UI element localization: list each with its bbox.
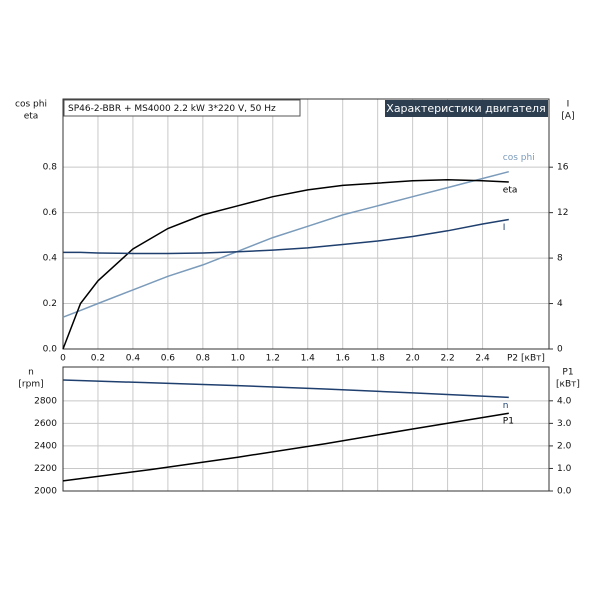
x-axis-label: P2 [кВт] xyxy=(507,354,545,364)
y-tick-label: 2400 xyxy=(34,441,57,451)
title-box xyxy=(63,99,301,117)
y2-tick-label: 0.0 xyxy=(557,487,572,497)
y2-tick-label: 1.0 xyxy=(557,464,572,474)
series-line xyxy=(62,178,509,350)
x-tick-label: 1.6 xyxy=(336,354,351,364)
plot-frame xyxy=(62,98,550,350)
y-tick-label: 2800 xyxy=(34,396,57,406)
series-line xyxy=(63,218,509,255)
x-tick-label: 2.4 xyxy=(475,354,490,364)
series-label: eta xyxy=(503,185,518,195)
x-tick-label: 2.2 xyxy=(440,354,454,364)
x-tick-label: 1.2 xyxy=(266,354,280,364)
series-label: P1 xyxy=(503,417,514,427)
plot-frame xyxy=(62,366,550,492)
x-tick-label: 0.2 xyxy=(91,354,105,364)
series-label: I xyxy=(503,223,506,233)
y-axis-label: cos phi xyxy=(15,100,47,110)
y-tick-label: 2000 xyxy=(34,487,57,497)
chart-title: SP46-2-BBR + MS4000 2.2 kW 3*220 V, 50 H… xyxy=(68,104,276,114)
y2-axis-label: I xyxy=(567,100,570,110)
y-axis-label: [rpm] xyxy=(18,380,43,390)
y-tick-label: 0.6 xyxy=(43,208,58,218)
y2-tick-label: 4 xyxy=(557,299,563,309)
y-tick-label: 0.8 xyxy=(43,163,58,173)
x-tick-label: 0 xyxy=(60,354,66,364)
y2-tick-label: 16 xyxy=(557,163,569,173)
y-tick-label: 0.4 xyxy=(43,254,58,264)
y-tick-label: 2600 xyxy=(34,419,57,429)
y2-tick-label: 3.0 xyxy=(557,419,572,429)
header: Характеристики двигателя xyxy=(386,102,545,115)
series-label: n xyxy=(503,401,509,411)
series-line xyxy=(62,412,509,482)
x-tick-label: 1.4 xyxy=(301,354,316,364)
y2-axis-label: P1 xyxy=(562,368,573,378)
x-tick-label: 0.4 xyxy=(126,354,141,364)
y-axis-label: eta xyxy=(24,112,39,122)
y2-tick-label: 4.0 xyxy=(557,396,572,406)
y-axis-label: n xyxy=(28,368,34,378)
series-line xyxy=(62,379,509,399)
series-label: cos phi xyxy=(503,153,535,163)
series-line xyxy=(62,170,509,318)
header-box xyxy=(385,100,548,117)
y2-tick-label: 0 xyxy=(557,345,563,355)
y2-tick-label: 8 xyxy=(557,254,563,264)
x-tick-label: 2.0 xyxy=(405,354,420,364)
x-tick-label: 1.8 xyxy=(371,354,386,364)
y2-axis-label: [кВт] xyxy=(556,380,580,390)
y2-tick-label: 12 xyxy=(557,208,568,218)
x-tick-label: 1.0 xyxy=(231,354,246,364)
y-tick-label: 0.0 xyxy=(43,345,58,355)
x-tick-label: 0.8 xyxy=(196,354,211,364)
x-tick-label: 0.6 xyxy=(161,354,176,364)
y-tick-label: 2200 xyxy=(34,464,57,474)
y2-axis-label: [A] xyxy=(561,112,574,122)
y2-tick-label: 2.0 xyxy=(557,441,572,451)
y-tick-label: 0.2 xyxy=(43,299,57,309)
